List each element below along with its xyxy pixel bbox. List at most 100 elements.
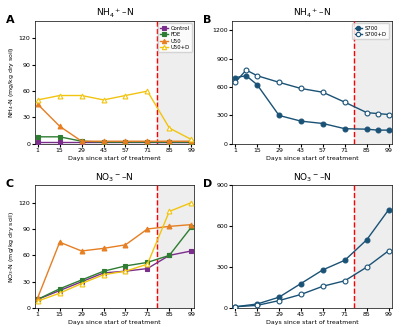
Line: U50: U50 [35, 102, 194, 144]
FDE [145, 140, 150, 144]
S700+D [255, 74, 260, 78]
S700+D [320, 284, 325, 288]
S700 [364, 127, 369, 131]
Line: FDE: FDE [35, 225, 194, 302]
S700 [233, 305, 238, 309]
Control [101, 140, 106, 144]
U50 [57, 240, 62, 244]
U50 [79, 139, 84, 143]
Control [35, 297, 40, 301]
U50 [101, 246, 106, 250]
U50+D [79, 94, 84, 98]
Line: S700: S700 [233, 207, 391, 309]
X-axis label: Days since start of treatment: Days since start of treatment [266, 320, 358, 325]
FDE [79, 139, 84, 143]
FDE [57, 287, 62, 291]
Control [167, 140, 172, 144]
U50+D [145, 89, 150, 93]
Title: NH$_4$$^+$–N: NH$_4$$^+$–N [293, 7, 331, 20]
S700 [255, 302, 260, 306]
Legend: Control, FDE, U50, U50+D: Control, FDE, U50, U50+D [158, 24, 192, 52]
FDE [167, 140, 172, 144]
U50+D [123, 94, 128, 98]
U50 [101, 139, 106, 143]
U50 [35, 102, 40, 106]
S700 [386, 208, 391, 212]
U50 [123, 243, 128, 247]
S700+D [255, 303, 260, 307]
Control [145, 140, 150, 144]
Bar [354, 21, 396, 144]
U50 [189, 223, 194, 227]
FDE [189, 225, 194, 229]
Control [57, 140, 62, 144]
Bar [354, 185, 396, 308]
U50 [79, 249, 84, 253]
Line: U50: U50 [35, 222, 194, 300]
Line: U50+D: U50+D [35, 200, 194, 303]
Text: C: C [6, 179, 14, 189]
U50+D [57, 94, 62, 98]
S700+D [244, 68, 248, 72]
FDE [35, 135, 40, 139]
Control [79, 280, 84, 284]
FDE [101, 269, 106, 273]
S700+D [375, 112, 380, 116]
S700 [364, 238, 369, 242]
Text: D: D [203, 179, 212, 189]
Legend: S700, S700+D: S700, S700+D [352, 24, 389, 39]
Line: Control: Control [35, 249, 194, 302]
Y-axis label: NO$_3$-N (mg/kg dry soil): NO$_3$-N (mg/kg dry soil) [7, 210, 16, 283]
FDE [57, 135, 62, 139]
S700+D [342, 100, 347, 104]
S700 [320, 268, 325, 272]
Control [123, 140, 128, 144]
Control [145, 267, 150, 271]
Line: U50+D: U50+D [35, 89, 194, 142]
S700 [386, 128, 391, 132]
U50 [123, 139, 128, 143]
U50+D [57, 291, 62, 295]
U50+D [79, 282, 84, 286]
U50 [57, 124, 62, 128]
Title: NO$_3$$^-$–N: NO$_3$$^-$–N [293, 172, 331, 184]
S700 [320, 122, 325, 125]
U50+D [101, 98, 106, 102]
FDE [123, 140, 128, 144]
Control [57, 289, 62, 292]
U50+D [167, 126, 172, 130]
U50+D [35, 98, 40, 102]
X-axis label: Days since start of treatment: Days since start of treatment [266, 156, 358, 161]
Line: S700+D: S700+D [233, 248, 391, 309]
U50+D [189, 137, 194, 141]
Control [189, 140, 194, 144]
X-axis label: Days since start of treatment: Days since start of treatment [68, 320, 161, 325]
S700+D [364, 265, 369, 269]
U50+D [101, 273, 106, 277]
Line: S700: S700 [233, 73, 391, 132]
S700+D [277, 298, 282, 302]
FDE [167, 253, 172, 257]
U50+D [167, 209, 172, 213]
U50 [145, 139, 150, 143]
S700 [255, 83, 260, 87]
FDE [35, 297, 40, 301]
Control [167, 253, 172, 257]
U50 [167, 139, 172, 143]
S700 [244, 74, 248, 78]
U50 [145, 227, 150, 231]
Line: S700+D: S700+D [233, 68, 391, 117]
FDE [101, 140, 106, 144]
Control [79, 140, 84, 144]
S700 [342, 258, 347, 262]
S700+D [233, 80, 238, 84]
S700 [375, 128, 380, 132]
S700+D [342, 279, 347, 283]
S700+D [277, 80, 282, 84]
S700 [277, 295, 282, 299]
S700+D [298, 292, 303, 296]
U50+D [123, 269, 128, 273]
S700+D [386, 249, 391, 253]
Text: A: A [6, 15, 14, 25]
U50+D [189, 201, 194, 205]
